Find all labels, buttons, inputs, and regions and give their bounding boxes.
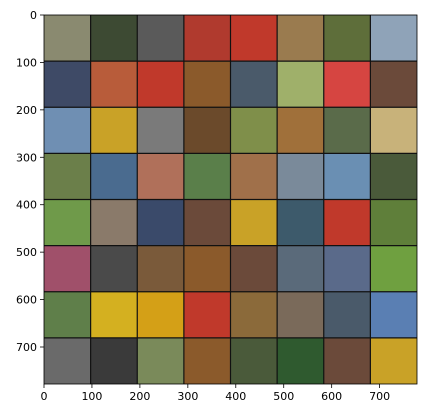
x-tick-label: 300	[177, 390, 198, 403]
image-tile	[90, 291, 138, 338]
image-tile	[137, 199, 184, 246]
image-tile	[183, 245, 231, 292]
image-tile	[323, 15, 371, 62]
image-tile	[370, 199, 417, 246]
image-tile	[323, 245, 371, 292]
image-tile	[230, 245, 278, 292]
image-tile	[183, 199, 231, 246]
image-tile	[230, 199, 278, 246]
image-tile	[370, 337, 417, 384]
x-tick-label: 100	[81, 390, 102, 403]
y-tick-label: 600	[16, 294, 37, 307]
image-tile	[277, 337, 324, 384]
image-tile	[44, 199, 91, 246]
image-tile	[277, 245, 324, 292]
x-tick-label: 0	[41, 390, 48, 403]
x-tick-label: 400	[225, 390, 246, 403]
x-tick-label: 200	[129, 390, 150, 403]
image-tile	[323, 61, 371, 108]
image-tile	[183, 337, 231, 384]
image-tile	[230, 61, 278, 108]
image-tile	[137, 107, 184, 154]
x-tick-label: 700	[369, 390, 390, 403]
image-tile	[183, 107, 231, 154]
image-tile	[44, 245, 91, 292]
image-tile	[230, 15, 278, 62]
image-tile	[370, 15, 417, 62]
y-tick-label: 0	[30, 9, 37, 22]
image-tile	[44, 291, 91, 338]
image-tile	[370, 61, 417, 108]
image-tile	[90, 61, 138, 108]
y-axis: 0 100 200 300 400 500 600 700	[16, 9, 44, 354]
x-tick-label: 500	[273, 390, 294, 403]
image-tile	[277, 61, 324, 108]
y-tick-label: 400	[16, 199, 37, 212]
y-tick-label: 100	[16, 56, 37, 69]
x-axis: 0 100 200 300 400 500 600 700	[41, 384, 390, 403]
image-tile	[323, 291, 371, 338]
image-tile	[44, 337, 91, 384]
image-tile	[183, 291, 231, 338]
image-tile	[230, 291, 278, 338]
image-tile	[230, 337, 278, 384]
x-tick-label: 600	[321, 390, 342, 403]
image-tile	[137, 291, 184, 338]
image-tile	[44, 15, 91, 62]
image-tile	[90, 337, 138, 384]
image-tile	[90, 107, 138, 154]
image-tile	[183, 153, 231, 200]
image-tile	[370, 245, 417, 292]
image-tile	[277, 291, 324, 338]
image-tile	[277, 153, 324, 200]
axes-frame	[43, 14, 418, 385]
image-tile	[323, 337, 371, 384]
y-tick-label: 200	[16, 104, 37, 117]
image-tile	[230, 153, 278, 200]
image-tile	[277, 107, 324, 154]
image-tile	[90, 245, 138, 292]
image-tile	[370, 153, 417, 200]
image-tile	[137, 153, 184, 200]
grid-separators	[44, 15, 417, 384]
image-tile	[44, 153, 91, 200]
image-tile	[323, 107, 371, 154]
y-tick-label: 300	[16, 151, 37, 164]
image-tile	[137, 245, 184, 292]
image-tile	[370, 291, 417, 338]
image-tile	[44, 61, 91, 108]
image-tile	[323, 153, 371, 200]
image-tile	[230, 107, 278, 154]
image-tile	[277, 15, 324, 62]
image-tile	[44, 107, 91, 154]
image-grid	[44, 15, 417, 384]
image-tile	[90, 15, 138, 62]
image-tile	[277, 199, 324, 246]
image-tile	[183, 61, 231, 108]
image-tile	[90, 199, 138, 246]
y-tick-label: 700	[16, 341, 37, 354]
image-tile	[137, 15, 184, 62]
image-tile	[90, 153, 138, 200]
image-tile	[137, 61, 184, 108]
image-tile	[370, 107, 417, 154]
image-tile	[323, 199, 371, 246]
image-tile	[183, 15, 231, 62]
image-tile	[137, 337, 184, 384]
y-tick-label: 500	[16, 246, 37, 259]
